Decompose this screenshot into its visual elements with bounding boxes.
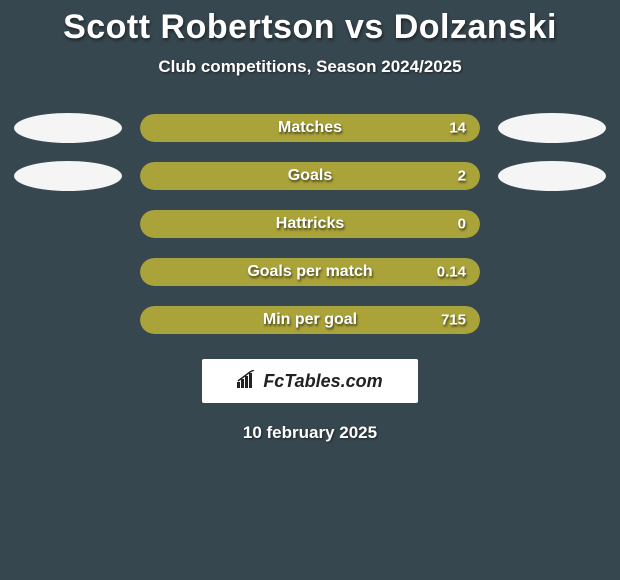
stat-bar: Goals per match 0.14 xyxy=(140,258,480,286)
right-ellipse xyxy=(498,161,606,191)
stat-label: Goals per match xyxy=(247,263,372,281)
left-ellipse-spacer xyxy=(14,305,122,335)
left-ellipse-spacer xyxy=(14,209,122,239)
stat-bar: Min per goal 715 xyxy=(140,306,480,334)
stats-rows: Matches 14 Goals 2 Hattricks 0 Goals per match… xyxy=(0,113,620,335)
stat-bar: Hattricks 0 xyxy=(140,210,480,238)
left-ellipse xyxy=(14,113,122,143)
right-ellipse-spacer xyxy=(498,305,606,335)
stat-value: 2 xyxy=(458,168,466,185)
stat-bar: Goals 2 xyxy=(140,162,480,190)
right-ellipse xyxy=(498,113,606,143)
page-title: Scott Robertson vs Dolzanski xyxy=(0,8,620,47)
infographic-container: Scott Robertson vs Dolzanski Club compet… xyxy=(0,0,620,443)
stat-row: Hattricks 0 xyxy=(0,209,620,239)
stat-row: Matches 14 xyxy=(0,113,620,143)
stat-value: 0 xyxy=(458,216,466,233)
date-text: 10 february 2025 xyxy=(0,423,620,443)
stat-label: Matches xyxy=(278,119,342,137)
stat-value: 14 xyxy=(449,120,466,137)
stat-row: Goals 2 xyxy=(0,161,620,191)
right-ellipse-spacer xyxy=(498,257,606,287)
branding-badge: FcTables.com xyxy=(202,359,418,403)
branding-text: FcTables.com xyxy=(263,371,382,392)
stat-label: Hattricks xyxy=(276,215,344,233)
bars-icon xyxy=(237,370,259,393)
stat-label: Min per goal xyxy=(263,311,357,329)
subtitle: Club competitions, Season 2024/2025 xyxy=(0,57,620,77)
stat-value: 0.14 xyxy=(437,264,466,281)
stat-label: Goals xyxy=(288,167,332,185)
stat-value: 715 xyxy=(441,312,466,329)
stat-bar: Matches 14 xyxy=(140,114,480,142)
left-ellipse xyxy=(14,161,122,191)
stat-row: Goals per match 0.14 xyxy=(0,257,620,287)
right-ellipse-spacer xyxy=(498,209,606,239)
left-ellipse-spacer xyxy=(14,257,122,287)
stat-row: Min per goal 715 xyxy=(0,305,620,335)
